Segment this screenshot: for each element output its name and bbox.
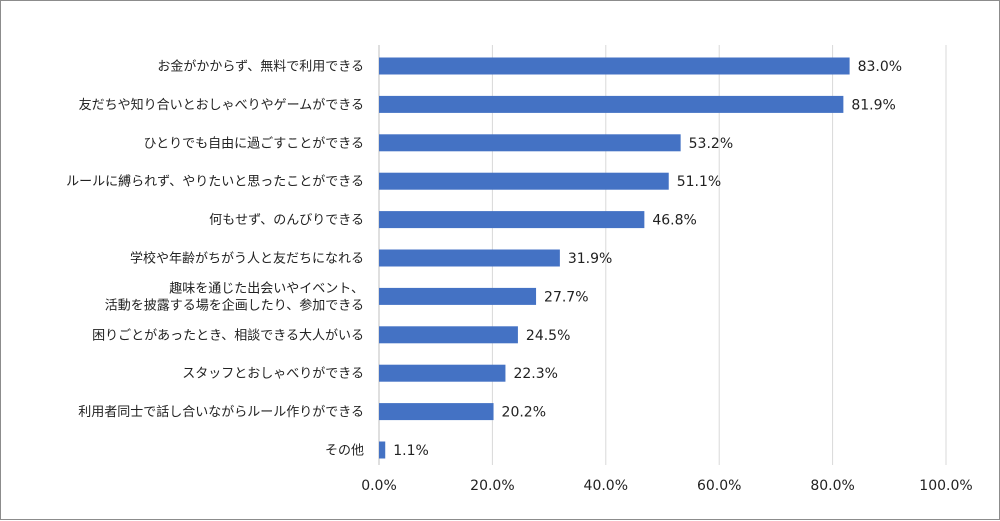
category-label: 何もせず、のんびりできる <box>209 212 364 228</box>
category-label: 困りごとがあったとき、相談できる大人がいる <box>92 327 364 343</box>
bar <box>379 287 537 305</box>
category-label: ルールに縛られず、やりたいと思ったことができる <box>66 174 364 190</box>
value-labels: 83.0% 81.9% 53.2% 51.1% 46.8% 31.9% 27.7% 24.5%… <box>393 59 902 459</box>
bar <box>379 364 506 382</box>
value-label: 1.1% <box>393 443 429 459</box>
x-tick-label: 20.0% <box>470 478 514 494</box>
category-labels: お金がかからず、無料で利用できる友だちや知り合いとおしゃべりやゲームができるひと… <box>66 59 364 459</box>
gridlines <box>378 45 947 465</box>
bar <box>379 95 844 113</box>
x-tick-label: 80.0% <box>810 478 854 494</box>
value-label: 46.8% <box>652 213 696 229</box>
x-tick-label: 0.0% <box>361 478 397 494</box>
value-label: 51.1% <box>677 174 721 190</box>
category-label: 趣味を通じた出会いやイベント、活動を披露する場を企画したり、参加できる <box>105 281 364 313</box>
bar <box>379 172 669 190</box>
x-tick-label: 40.0% <box>584 478 628 494</box>
bar <box>379 134 681 152</box>
value-label: 27.7% <box>544 289 588 305</box>
bar <box>379 326 518 344</box>
value-label: 22.3% <box>513 366 557 382</box>
value-label: 31.9% <box>568 251 612 267</box>
bar <box>379 211 645 229</box>
category-label: 学校や年齢がちがう人と友だちになれる <box>130 251 364 267</box>
value-label: 83.0% <box>858 59 902 75</box>
value-label: 53.2% <box>689 136 733 152</box>
category-label: ひとりでも自由に過ごすことができる <box>144 135 364 151</box>
bar <box>379 441 386 459</box>
category-label: お金がかからず、無料で利用できる <box>157 59 364 75</box>
x-tick-label: 100.0% <box>919 478 972 494</box>
category-label: スタッフとおしゃべりができる <box>182 367 364 382</box>
value-label: 24.5% <box>526 328 570 344</box>
x-tick-labels: 0.0% 20.0% 40.0% 60.0% 80.0% 100.0% <box>361 478 972 494</box>
bars <box>379 57 850 459</box>
bar <box>379 403 494 421</box>
category-label: 利用者同士で話し合いながらルール作りができる <box>78 404 364 420</box>
value-label: 81.9% <box>851 97 895 113</box>
value-label: 20.2% <box>502 405 546 421</box>
category-label: 友だちや知り合いとおしゃべりやゲームができる <box>79 97 364 113</box>
bar <box>379 249 560 267</box>
x-tick-label: 60.0% <box>697 478 741 494</box>
bar <box>379 57 850 75</box>
category-label: その他 <box>325 444 364 459</box>
